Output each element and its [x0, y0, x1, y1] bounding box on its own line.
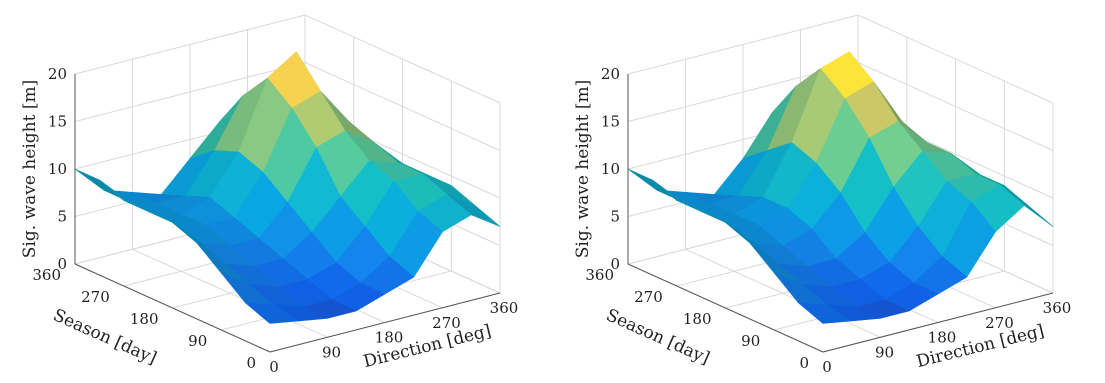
p1-y-tick-label-0: 0: [799, 354, 809, 372]
p1-x-tick-label-3: 270: [985, 314, 1014, 332]
p1-x-tick-label-4: 360: [1043, 299, 1072, 317]
p0-y-axis-line: [74, 263, 271, 353]
p1-x-tick-label-1: 90: [875, 343, 894, 361]
p1-y-tick-label-3: 270: [634, 288, 663, 306]
p1-x-tick-label-2: 180: [928, 329, 957, 347]
p0-x-tick-label-3: 270: [432, 314, 461, 332]
p0-z-axis-label: Sig. wave height [m]: [20, 80, 40, 258]
p1-y-axis-line: [627, 263, 824, 353]
p0-x-tick-label-2: 180: [375, 329, 404, 347]
p1-y-tick-label-4: 360: [585, 266, 614, 284]
p1-z-tick-label-2: 10: [601, 160, 620, 178]
p1-z-tick-label-0: 0: [610, 255, 620, 273]
p1-z-tick-label-4: 20: [601, 65, 620, 83]
p1-z-tick-label-1: 5: [610, 208, 620, 226]
p0-x-tick-label-0: 0: [269, 358, 279, 376]
p1-y-tick-label-2: 180: [683, 310, 712, 328]
p1-y-tick-label-1: 90: [741, 332, 760, 350]
surface-plot-left: 0 5 10 15 20 0 90 180 270 360 0 90 180 270 360 Sig. wav…: [0, 0, 552, 383]
p0-x-tick-label-1: 90: [322, 343, 341, 361]
p0-y-tick-label-2: 180: [130, 310, 159, 328]
p1-z-axis-label: Sig. wave height [m]: [573, 80, 593, 258]
p0-y-tick-label-3: 270: [81, 288, 110, 306]
p1-z-tick-label-3: 15: [601, 113, 620, 131]
p0-y-tick-label-4: 360: [32, 266, 61, 284]
surface-plot-right: 0 5 10 15 20 0 90 180 270 360 0 90 180 270 360 Sig. wav…: [553, 0, 1105, 383]
p1-x-axis-line: [822, 292, 1054, 353]
p0-z-tick-label-3: 15: [48, 113, 67, 131]
p1-x-tick-label-0: 0: [822, 358, 832, 376]
p1-surface-patch-0-0: [798, 302, 853, 324]
p0-z-tick-label-4: 20: [48, 65, 67, 83]
p0-y-tick-label-0: 0: [246, 354, 256, 372]
p0-x-tick-label-4: 360: [490, 299, 519, 317]
p0-z-tick-label-1: 5: [57, 208, 67, 226]
p0-z-tick-label-0: 0: [57, 255, 67, 273]
p0-surface-patch-0-0: [245, 302, 300, 324]
p0-x-axis-line: [269, 292, 501, 353]
p0-z-tick-label-2: 10: [48, 160, 67, 178]
p0-y-tick-label-1: 90: [188, 332, 207, 350]
